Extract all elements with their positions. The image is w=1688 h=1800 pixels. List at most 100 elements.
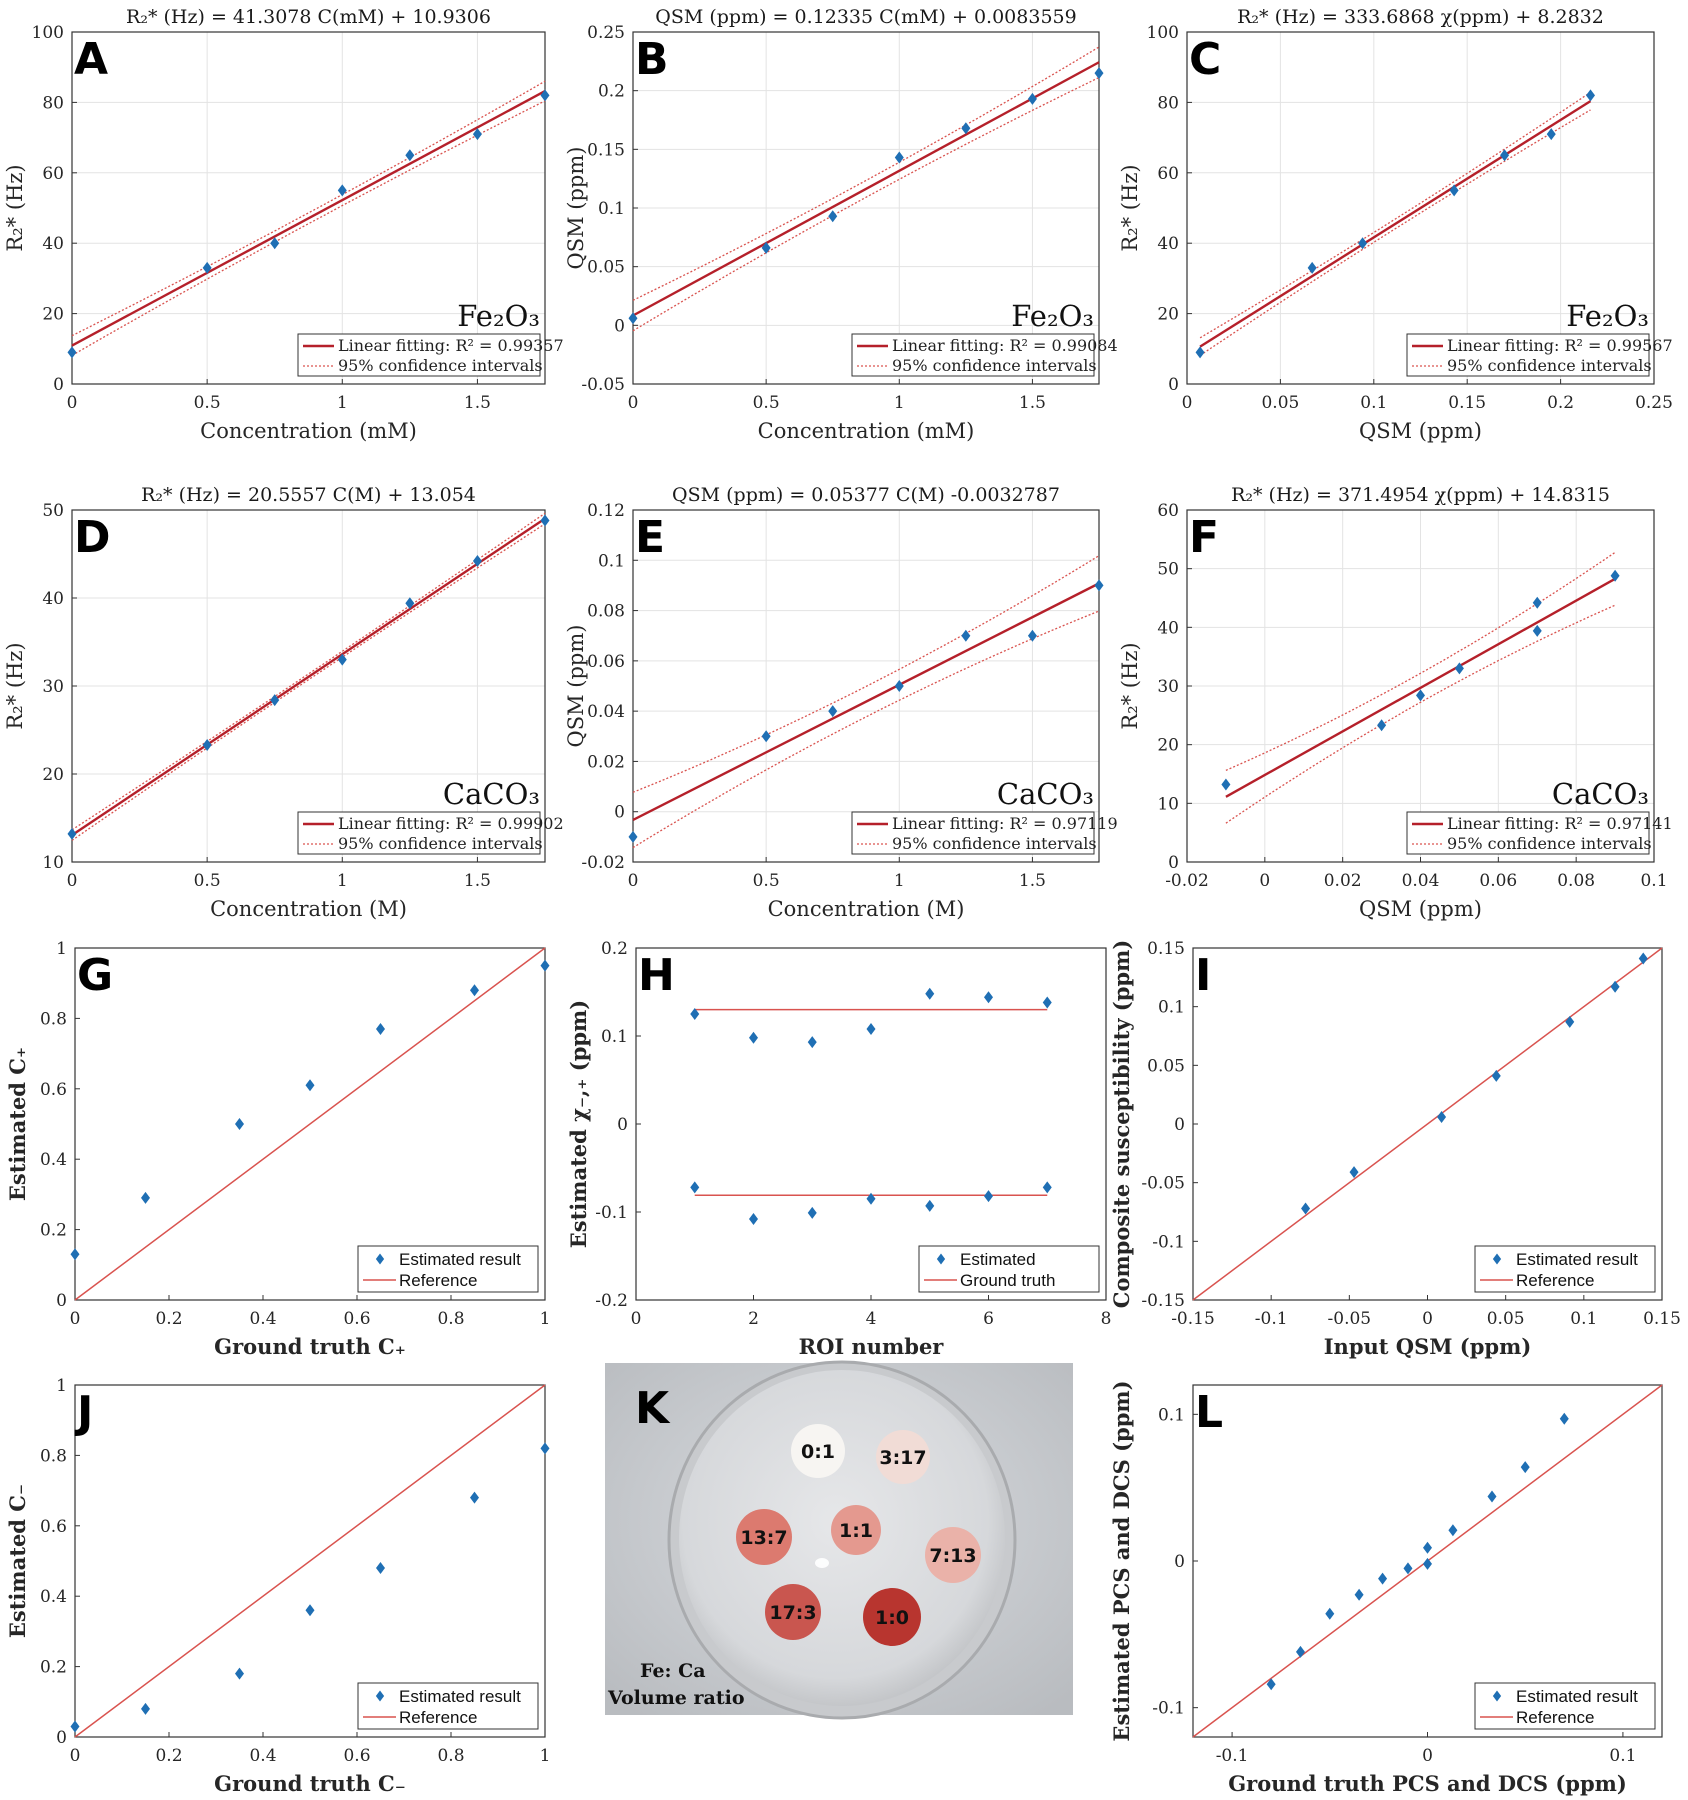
y-tick-label: 10: [42, 853, 64, 873]
legend-reference-label: Reference: [1516, 1708, 1594, 1727]
confidence-interval-line: [1199, 91, 1591, 339]
data-point: [67, 827, 77, 840]
data-point: [1520, 1461, 1530, 1474]
y-tick-label: 0.06: [587, 652, 625, 672]
x-tick-label: 0: [67, 871, 78, 891]
data-point: [1377, 719, 1387, 732]
legend-box: [357, 1682, 539, 1730]
data-point: [376, 1562, 385, 1575]
data-point: [270, 694, 280, 707]
y-tick-label: 30: [1157, 677, 1179, 697]
x-axis-label: Concentration (M): [210, 897, 407, 921]
legend-marker-swatch: [936, 1253, 946, 1265]
legend-fit-label: Linear fitting: R² = 0.97119: [892, 814, 1118, 833]
fit-line: [1199, 100, 1592, 348]
y-tick-label: 40: [42, 589, 64, 609]
compound-label: CaCO₃: [1552, 777, 1649, 811]
x-axis-label: Input QSM (ppm): [1324, 1334, 1532, 1359]
data-point: [749, 1213, 758, 1226]
data-point: [1027, 629, 1037, 642]
compound-label: CaCO₃: [997, 777, 1094, 811]
data-point: [472, 128, 482, 141]
confidence-interval-line: [632, 76, 1100, 332]
x-axis-label: Concentration (mM): [200, 419, 417, 443]
axes-frame: [74, 947, 546, 1301]
legend-ci-label: 95% confidence intervals: [1447, 356, 1652, 375]
legend-estimated-label: Estimated result: [399, 1250, 521, 1269]
axes-frame: [74, 1384, 546, 1738]
y-tick-label: -0.1: [595, 1203, 628, 1223]
data-point: [961, 629, 971, 642]
legend-fit-label: Linear fitting: R² = 0.97141: [1447, 814, 1673, 833]
x-axis-label: QSM (ppm): [1359, 897, 1482, 921]
data-point: [337, 184, 347, 197]
x-tick-label: 0: [628, 871, 639, 891]
confidence-interval-line: [71, 523, 546, 841]
x-tick-label: 0.1: [1609, 1746, 1636, 1766]
data-point: [305, 1079, 315, 1092]
fit-line: [632, 582, 1100, 822]
data-point: [470, 984, 479, 997]
x-tick-label: 0.5: [194, 393, 221, 413]
x-tick-label: 1: [337, 393, 348, 413]
panel-letter: E: [635, 512, 665, 563]
legend-marker-swatch: [375, 1690, 385, 1702]
y-tick-label: 0: [617, 1115, 628, 1135]
data-point: [540, 959, 550, 972]
data-point: [1448, 1524, 1458, 1537]
y-tick-label: -0.2: [595, 1291, 628, 1311]
data-point: [1500, 149, 1510, 162]
data-point: [1532, 596, 1542, 609]
data-point: [690, 1181, 700, 1194]
data-point: [470, 1491, 479, 1504]
x-tick-label: 1.5: [1019, 393, 1046, 413]
data-point: [141, 1702, 150, 1715]
x-tick-label: 4: [866, 1309, 877, 1329]
legend-marker-swatch: [375, 1253, 385, 1265]
data-point: [1094, 67, 1104, 80]
x-tick-label: 0.2: [1547, 393, 1574, 413]
x-tick-label: 0.2: [155, 1309, 182, 1329]
x-tick-label: 0: [631, 1309, 642, 1329]
legend-marker-swatch: [1492, 1690, 1502, 1702]
x-axis-label: Concentration (M): [768, 897, 965, 921]
data-point: [628, 830, 638, 843]
reference-line: [1192, 947, 1663, 1301]
data-point: [1403, 1562, 1413, 1575]
x-tick-label: 0: [70, 1746, 81, 1766]
x-axis-label: QSM (ppm): [1359, 419, 1482, 443]
y-tick-label: 40: [1157, 234, 1179, 254]
x-tick-label: 0: [628, 393, 639, 413]
y-tick-label: 30: [42, 677, 64, 697]
data-point: [894, 151, 904, 164]
x-tick-label: 1.5: [464, 393, 491, 413]
well-label: 7:13: [929, 1545, 976, 1567]
y-tick-label: 0.2: [40, 1658, 67, 1678]
y-tick-label: 80: [1157, 93, 1179, 113]
y-tick-label: -0.1: [1152, 1232, 1185, 1252]
data-point: [1532, 624, 1542, 637]
y-tick-label: 50: [1157, 560, 1179, 580]
x-tick-label: 6: [983, 1309, 994, 1329]
data-point: [141, 1191, 150, 1204]
x-tick-label: 0.6: [343, 1746, 370, 1766]
x-tick-label: 0.6: [343, 1309, 370, 1329]
data-point: [1349, 1166, 1359, 1179]
y-tick-label: 40: [1157, 618, 1179, 638]
well-7: [863, 1588, 921, 1646]
panel-g: 0 0.2 0.4 0.6 0.8 1 0 0.2 0.4 0.6 0.8 1 Ground truth…: [5, 939, 550, 1359]
x-tick-label: 0.15: [1448, 393, 1486, 413]
well-3: [736, 1509, 792, 1565]
panel-letter: L: [1195, 1387, 1223, 1438]
well-2: [876, 1430, 930, 1484]
y-tick-label: 0: [1168, 853, 1179, 873]
panel-letter: C: [1189, 34, 1221, 85]
panel-c: 0 0.05 0.1 0.15 0.2 0.25 0 20 40 60 80 100 QSM (ppm)…: [1118, 6, 1673, 443]
legend-marker-swatch: [1492, 1253, 1502, 1265]
y-tick-label: 0.15: [587, 140, 625, 160]
confidence-interval-line: [71, 80, 546, 337]
data-point: [202, 738, 212, 751]
legend-reference-label: Ground truth: [960, 1271, 1055, 1290]
data-point: [1042, 1181, 1052, 1194]
